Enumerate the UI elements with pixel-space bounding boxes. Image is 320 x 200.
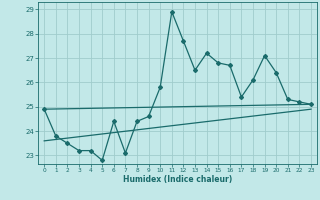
X-axis label: Humidex (Indice chaleur): Humidex (Indice chaleur) [123, 175, 232, 184]
